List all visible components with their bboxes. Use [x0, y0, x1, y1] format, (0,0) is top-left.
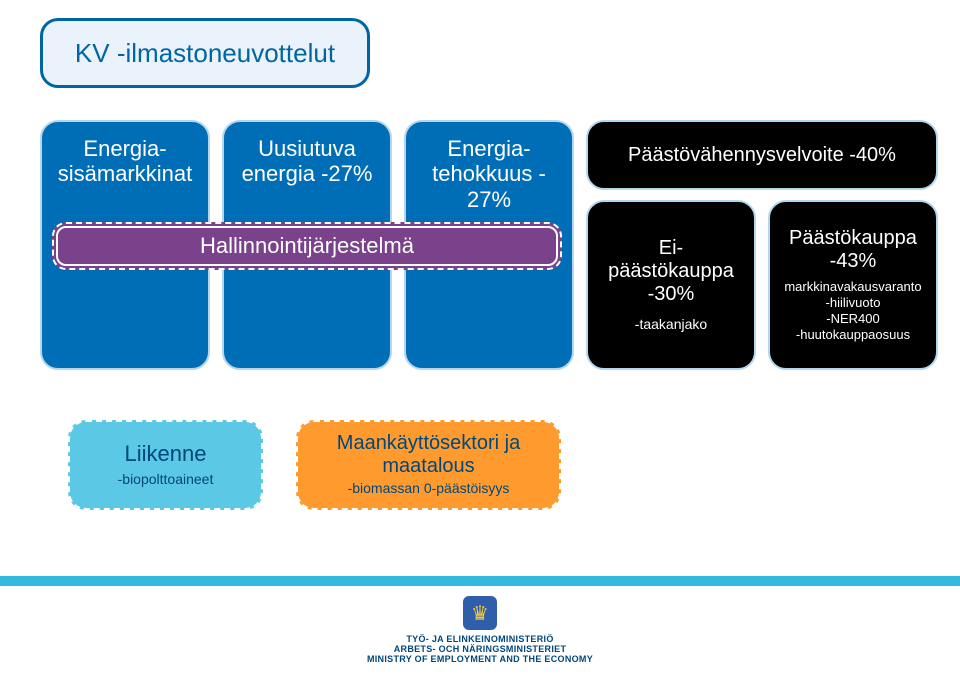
text: Ei-	[659, 237, 683, 260]
subtext: -biomassan 0-päästöisyys	[348, 480, 510, 498]
text: maatalous	[382, 455, 474, 478]
title-text: KV -ilmastoneuvottelut	[75, 38, 335, 69]
footer-logo: ♛ TYÖ- JA ELINKEINOMINISTERIÖ ARBETS- OC…	[0, 596, 960, 664]
text: tehokkuus -	[432, 161, 546, 186]
box-ei-paastokauppa: Ei- päästökauppa -30% -taakanjako	[586, 200, 756, 370]
footer-line-2: ARBETS- OCH NÄRINGSMINISTERIET	[0, 644, 960, 654]
text: Hallinnointijärjestelmä	[200, 233, 414, 259]
subtext: markkinavakausvaranto	[784, 279, 921, 295]
subtext: -taakanjako	[635, 316, 707, 334]
subtext: -NER400	[826, 311, 879, 327]
text: päästökauppa	[608, 260, 734, 283]
text: Energia-	[83, 136, 166, 161]
title-box: KV -ilmastoneuvottelut	[40, 18, 370, 88]
text: sisämarkkinat	[58, 161, 192, 186]
box-maankayttosektori: Maankäyttösektori ja maatalous -biomassa…	[296, 420, 561, 510]
box-paastokauppa: Päästökauppa -43% markkinavakausvaranto …	[768, 200, 938, 370]
text: Päästövähennysvelvoite -40%	[628, 144, 896, 167]
box-liikenne: Liikenne -biopolttoaineet	[68, 420, 263, 510]
text: Päästökauppa	[789, 227, 917, 250]
text: Maankäyttösektori ja	[337, 432, 520, 455]
subtext: -huutokauppaosuus	[796, 327, 910, 343]
text: Uusiutuva	[258, 136, 356, 161]
text: -30%	[648, 283, 695, 306]
text: Energia-	[447, 136, 530, 161]
footer-line-1: TYÖ- JA ELINKEINOMINISTERIÖ	[0, 634, 960, 644]
text: 27%	[467, 187, 511, 212]
text: Liikenne	[125, 441, 207, 467]
footer-line-3: MINISTRY OF EMPLOYMENT AND THE ECONOMY	[0, 654, 960, 664]
box-paastovahennysvelvoite: Päästövähennysvelvoite -40%	[586, 120, 938, 190]
text: -43%	[830, 250, 877, 273]
text: energia -27%	[242, 161, 373, 186]
subtext: -hiilivuoto	[826, 295, 881, 311]
box-hallinnointijarjestelma: Hallinnointijärjestelmä	[52, 222, 562, 270]
subtext: -biopolttoaineet	[118, 471, 214, 489]
footer-bar	[0, 576, 960, 586]
ministry-emblem-icon: ♛	[463, 596, 497, 630]
